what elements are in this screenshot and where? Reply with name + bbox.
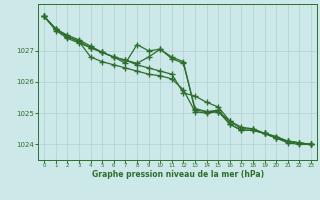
X-axis label: Graphe pression niveau de la mer (hPa): Graphe pression niveau de la mer (hPa) — [92, 170, 264, 179]
